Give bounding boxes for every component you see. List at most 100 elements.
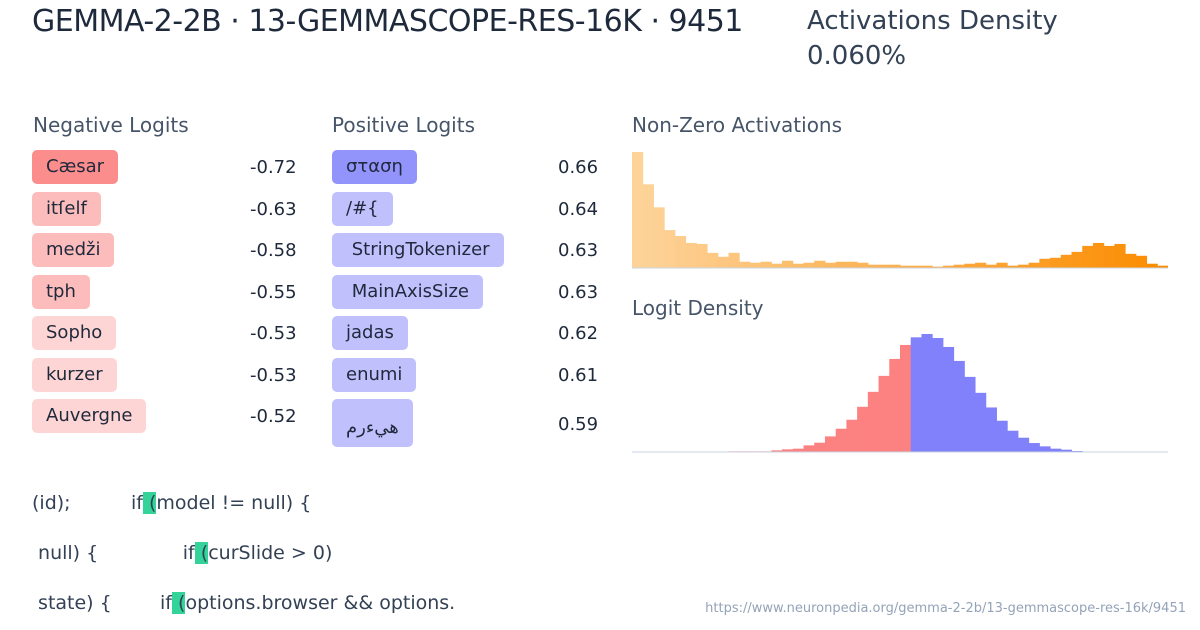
activation-bar — [953, 264, 965, 268]
activation-bar — [792, 263, 805, 268]
logit-bar — [910, 337, 922, 452]
positive-logit-token: σταση — [332, 150, 417, 184]
activation-bar — [1092, 242, 1105, 268]
activation-example[interactable]: state) { if (options.browser && options. — [32, 592, 455, 614]
activations-heading: Non-Zero Activations — [632, 113, 843, 137]
logit-bar — [792, 448, 805, 452]
logit-bar — [803, 445, 815, 452]
activation-bar — [1125, 253, 1137, 268]
feature-title: GEMMA-2-2B · 13-GEMMASCOPE-RES-16K · 945… — [32, 4, 743, 39]
logit-bar — [942, 346, 955, 452]
example-text: (id); if — [32, 492, 143, 514]
activation-bar — [685, 242, 697, 268]
positive-logit-token: /#{ — [332, 191, 393, 226]
example-text: model != null) { — [156, 492, 312, 514]
activation-bar — [717, 256, 729, 268]
activation-bar — [1071, 251, 1083, 268]
logit-bar — [996, 420, 1008, 452]
logit-bar — [846, 419, 858, 452]
activation-bar — [975, 262, 987, 268]
negative-logit-token: Auvergne — [32, 399, 147, 433]
positive-logits-heading: Positive Logits — [332, 113, 475, 137]
activation-bar — [1060, 254, 1073, 268]
positive-logit-token: هيءرم — [332, 399, 413, 447]
negative-logits-heading: Negative Logits — [33, 113, 189, 137]
activation-example[interactable]: null) { if (curSlide > 0) — [32, 542, 332, 564]
highlighted-token: ( — [194, 542, 209, 564]
highlighted-token: ( — [142, 492, 157, 514]
logit-bar — [867, 391, 880, 452]
logit-bar — [1007, 430, 1019, 452]
activation-bar — [910, 265, 922, 268]
logit-bar — [921, 334, 933, 452]
activation-bar — [803, 262, 815, 268]
logit-bar — [878, 375, 890, 452]
activation-bar — [900, 265, 912, 268]
example-text: options.browser && options. — [185, 592, 456, 614]
negative-logit-value: -0.58 — [250, 240, 297, 261]
negative-logit-value: -0.72 — [250, 157, 297, 178]
negative-logit-value: -0.53 — [250, 364, 297, 386]
logit-bar — [889, 358, 901, 452]
logit-bar — [985, 407, 997, 452]
activation-bar — [642, 184, 654, 268]
logit-density-heading: Logit Density — [632, 296, 764, 320]
positive-logit-value: 0.66 — [558, 157, 599, 178]
activation-bar — [985, 264, 997, 268]
negative-logit-token: Sopho — [32, 316, 117, 350]
logit-bar — [857, 406, 869, 452]
activation-bar — [1135, 255, 1148, 268]
activation-bar — [707, 252, 719, 268]
positive-logit-token: jadas — [332, 316, 408, 350]
density-label: Activations Density — [807, 6, 1058, 36]
activation-bar — [921, 265, 933, 268]
logit-density-histogram — [632, 334, 1168, 453]
logit-bar — [1060, 449, 1073, 452]
logit-bar — [835, 428, 847, 452]
activation-example[interactable]: (id); if (model != null) { — [32, 492, 311, 514]
activation-bar — [996, 262, 1008, 268]
negative-logit-token: itſelf — [32, 191, 101, 226]
activation-bar — [942, 265, 955, 268]
activation-bar — [1114, 243, 1126, 268]
negative-logit-value: -0.63 — [250, 198, 297, 220]
activation-bar — [1028, 262, 1040, 268]
positive-logit-value: 0.59 — [558, 414, 599, 435]
activation-bar — [739, 261, 751, 268]
activation-bar — [760, 261, 772, 268]
activation-bar — [653, 207, 665, 268]
activation-bar — [771, 263, 783, 268]
activation-bar — [824, 262, 837, 268]
activation-bar — [664, 230, 676, 268]
logit-bar — [900, 344, 912, 452]
logit-bar — [975, 392, 987, 452]
positive-logit-value: 0.63 — [558, 281, 599, 303]
negative-logit-value: -0.52 — [250, 406, 297, 427]
activation-bar — [846, 261, 858, 268]
activation-bar — [857, 262, 869, 268]
density-value: 0.060% — [807, 41, 907, 71]
activation-bar — [889, 264, 901, 268]
logit-bar — [932, 337, 944, 452]
logit-bar — [964, 376, 976, 452]
negative-logit-token: Cæsar — [32, 150, 119, 184]
logit-bar — [814, 442, 826, 452]
logit-bar — [1050, 448, 1062, 452]
activation-bar — [632, 152, 644, 268]
source-url: https://www.neuronpedia.org/gemma-2-2b/1… — [705, 601, 1186, 616]
activations-histogram — [632, 152, 1168, 269]
highlighted-token: ( — [172, 592, 186, 614]
activation-bar — [1157, 265, 1168, 268]
example-text: null) { if — [32, 542, 195, 564]
positive-logit-value: 0.62 — [558, 323, 599, 344]
negative-logit-token: medži — [32, 233, 115, 267]
activation-bar — [964, 263, 976, 268]
activation-bar — [696, 243, 708, 268]
activation-bar — [878, 264, 890, 268]
positive-logit-value: 0.63 — [558, 240, 599, 261]
positive-logit-value: 0.64 — [558, 198, 599, 220]
logit-bar — [953, 360, 965, 452]
example-text: curSlide > 0) — [208, 542, 333, 564]
positive-logit-value: 0.61 — [558, 364, 599, 386]
negative-logit-token: kurzer — [32, 357, 117, 392]
